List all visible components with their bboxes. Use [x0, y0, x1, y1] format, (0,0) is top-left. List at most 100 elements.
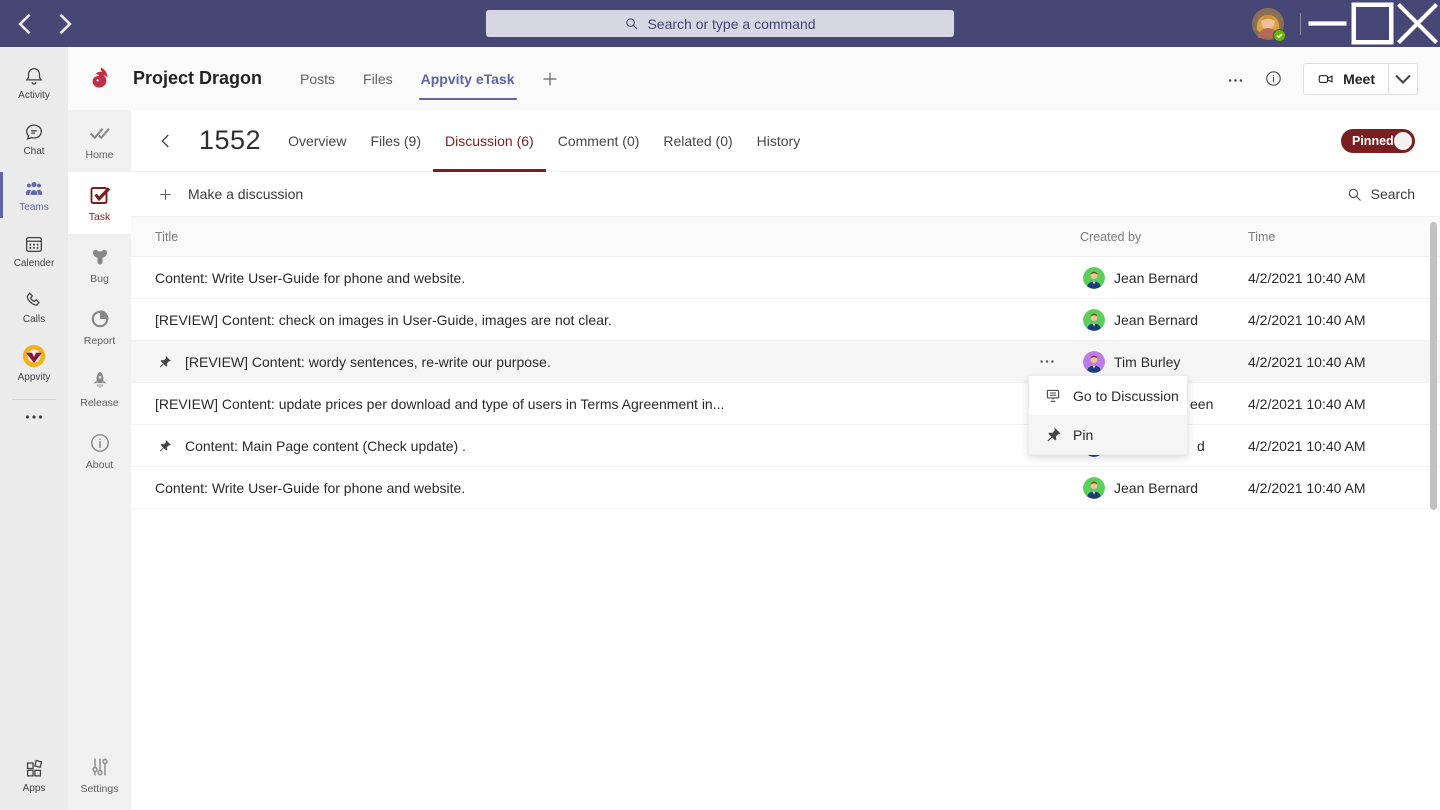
discussion-title: Content: Write User-Guide for phone and …: [155, 479, 466, 496]
menu-item-pin[interactable]: Pin: [1029, 415, 1187, 454]
sidebar-item-teams[interactable]: Teams: [0, 167, 68, 223]
rail-more-button[interactable]: [0, 400, 68, 434]
chevron-left-icon: [18, 13, 31, 34]
ellipsis-icon: [25, 415, 43, 419]
ellipsis-icon: [1040, 360, 1054, 363]
creator-name: Jean Bernard: [1114, 479, 1199, 496]
etask-item-home[interactable]: Home: [68, 110, 131, 172]
task-id: 1552: [199, 125, 262, 155]
creator-name-fragment: d: [1197, 437, 1205, 454]
etask-item-task[interactable]: Task: [68, 172, 131, 234]
discussion-time: 4/2/2021 10:40 AM: [1248, 437, 1366, 454]
column-time[interactable]: Time: [1248, 230, 1276, 244]
meet-button[interactable]: Meet: [1304, 64, 1388, 94]
teams-people-icon: [23, 177, 45, 199]
etask-item-release[interactable]: Release: [68, 358, 131, 420]
tab-files[interactable]: Files: [363, 70, 393, 87]
column-created-by[interactable]: Created by: [1080, 230, 1142, 244]
etask-rail: Home Task Bug Report Release About Setti…: [68, 110, 131, 810]
discussion-toolbar: Make a discussion Search: [131, 172, 1440, 217]
video-camera-icon: [1318, 74, 1333, 83]
back-button[interactable]: [157, 132, 175, 150]
pin-icon: [157, 438, 172, 453]
etask-content: 1552 Overview Files (9) Discussion (6) C…: [131, 110, 1440, 810]
discussion-title: Content: Write User-Guide for phone and …: [155, 269, 466, 286]
task-tabs: Overview Files (9) Discussion (6) Commen…: [276, 110, 812, 172]
table-row[interactable]: Content: Main Page content (Check update…: [131, 425, 1440, 467]
tab-comment[interactable]: Comment (0): [557, 132, 640, 149]
chat-icon: [23, 121, 45, 143]
sidebar-item-chat[interactable]: Chat: [0, 111, 68, 167]
row-more-button[interactable]: [1034, 352, 1060, 372]
tab-overview[interactable]: Overview: [288, 132, 347, 149]
window-close-button[interactable]: [1395, 0, 1440, 47]
discussion-time: 4/2/2021 10:40 AM: [1248, 395, 1366, 412]
nav-back-button[interactable]: [12, 10, 40, 38]
titlebar-divider: [1300, 12, 1301, 35]
window-minimize-button[interactable]: [1305, 0, 1350, 47]
team-logo-dragon-icon: [85, 65, 113, 93]
add-tab-button[interactable]: [539, 68, 561, 90]
sidebar-item-activity[interactable]: Activity: [0, 55, 68, 111]
make-discussion-label: Make a discussion: [188, 186, 304, 202]
vertical-scrollbar[interactable]: [1430, 222, 1437, 510]
etask-item-about[interactable]: About: [68, 420, 131, 482]
table-row[interactable]: [REVIEW] Content: update prices per down…: [131, 383, 1440, 425]
creator-name-fragment: een: [1190, 395, 1214, 412]
tab-appvity-etask[interactable]: Appvity eTask: [407, 47, 529, 110]
discussion-search-label: Search: [1370, 186, 1415, 202]
info-icon: [88, 431, 112, 455]
sidebar-item-apps[interactable]: Apps: [0, 748, 68, 804]
meet-dropdown-button[interactable]: [1388, 63, 1417, 94]
creator-name: Tim Burley: [1114, 353, 1181, 370]
ellipsis-icon: [1228, 78, 1243, 82]
chevron-down-icon: [1395, 74, 1411, 84]
discussion-time: 4/2/2021 10:40 AM: [1248, 269, 1366, 286]
search-icon: [626, 18, 638, 30]
table-row[interactable]: Content: Write User-Guide for phone and …: [131, 257, 1440, 299]
table-row[interactable]: [REVIEW] Content: wordy sentences, re-wr…: [131, 341, 1440, 383]
tab-history[interactable]: History: [756, 132, 801, 149]
close-icon: [1396, 2, 1439, 45]
discussion-search-button[interactable]: Search: [1346, 186, 1415, 203]
command-search-input[interactable]: Search or type a command: [486, 10, 954, 37]
make-discussion-button[interactable]: Make a discussion: [157, 186, 303, 203]
pinned-toggle[interactable]: Pinned: [1341, 129, 1415, 153]
row-context-menu: Go to Discussion Pin: [1028, 375, 1188, 455]
etask-item-settings[interactable]: Settings: [68, 744, 131, 806]
nav-forward-button[interactable]: [50, 10, 78, 38]
task-header: 1552 Overview Files (9) Discussion (6) C…: [131, 110, 1440, 172]
table-row[interactable]: [REVIEW] Content: check on images in Use…: [131, 299, 1440, 341]
tab-related[interactable]: Related (0): [663, 132, 733, 149]
channel-info-button[interactable]: [1264, 69, 1283, 88]
command-search-placeholder: Search or type a command: [647, 15, 816, 32]
sliders-icon: [88, 755, 112, 779]
etask-item-report[interactable]: Report: [68, 296, 131, 358]
window-maximize-button[interactable]: [1350, 0, 1395, 47]
avatar: [1083, 350, 1105, 373]
meet-button-label: Meet: [1343, 70, 1375, 87]
creator-name: Jean Bernard: [1114, 269, 1199, 286]
minimize-icon: [1308, 21, 1347, 26]
column-title[interactable]: Title: [155, 230, 179, 244]
etask-item-bug[interactable]: Bug: [68, 234, 131, 296]
plus-icon: [157, 186, 174, 203]
menu-item-go-to-discussion[interactable]: Go to Discussion: [1029, 376, 1187, 415]
menu-item-label: Pin: [1073, 426, 1094, 443]
plus-icon: [543, 72, 556, 85]
table-row[interactable]: Content: Write User-Guide for phone and …: [131, 467, 1440, 509]
avatar: [1083, 266, 1105, 289]
meet-split-button: Meet: [1303, 62, 1418, 95]
tab-files[interactable]: Files (9): [370, 132, 421, 149]
discussion-title: [REVIEW] Content: check on images in Use…: [155, 311, 612, 328]
tab-posts[interactable]: Posts: [300, 70, 336, 87]
user-avatar[interactable]: [1252, 7, 1286, 42]
discussion-title: [REVIEW] Content: update prices per down…: [155, 395, 725, 412]
sidebar-item-calls[interactable]: Calls: [0, 279, 68, 335]
sidebar-item-appvity[interactable]: Appvity: [0, 335, 68, 391]
task-checkbox-icon: [88, 183, 112, 207]
sidebar-item-calendar[interactable]: Calender: [0, 223, 68, 279]
tab-discussion[interactable]: Discussion (6): [433, 110, 546, 172]
channel-tabs: Posts Files Appvity eTask: [286, 47, 528, 110]
channel-more-button[interactable]: [1227, 70, 1244, 88]
